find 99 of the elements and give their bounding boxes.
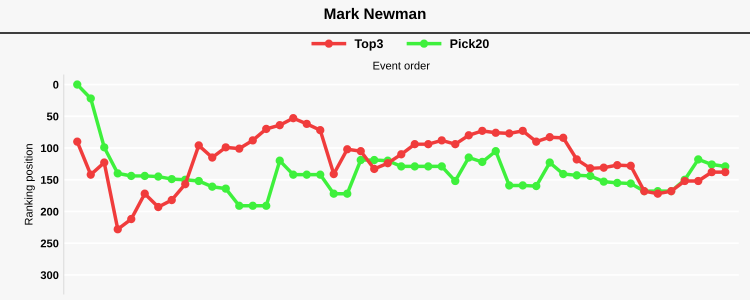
point [356, 156, 365, 164]
point [613, 160, 622, 170]
point [410, 162, 419, 171]
point [154, 172, 162, 181]
point [626, 179, 635, 188]
point [222, 184, 230, 193]
point [289, 114, 298, 122]
y-tick-label: 200 [40, 208, 58, 216]
point [492, 147, 500, 156]
point [208, 153, 216, 162]
point [194, 176, 203, 186]
point [235, 144, 244, 153]
point [694, 155, 702, 164]
point [721, 168, 730, 176]
x-axis-title: Event order [373, 61, 430, 70]
point [86, 170, 95, 179]
point [438, 136, 446, 145]
point [613, 178, 622, 188]
point [140, 190, 149, 198]
legend-label: Pick20 [450, 38, 489, 48]
point [343, 190, 352, 198]
point [302, 120, 311, 128]
point [532, 137, 540, 146]
point [626, 162, 635, 170]
point [478, 158, 486, 166]
point [276, 156, 284, 165]
point [410, 140, 419, 148]
point [600, 177, 608, 186]
point [600, 164, 608, 172]
point [586, 164, 594, 172]
point [330, 190, 338, 198]
y-axis-title: Ranking position [24, 144, 35, 225]
y-tick-label: 0 [53, 80, 58, 89]
point [451, 140, 460, 148]
point [73, 80, 82, 89]
point [114, 225, 122, 234]
point [505, 181, 514, 190]
point [302, 170, 311, 179]
point [248, 202, 257, 210]
point [127, 172, 136, 180]
point [464, 153, 473, 162]
point [708, 160, 716, 169]
y-tick-label: 100 [41, 144, 58, 152]
point [586, 172, 594, 180]
point [518, 181, 527, 190]
point [559, 170, 568, 178]
point [397, 162, 406, 171]
y-tick-label: 50 [46, 112, 58, 120]
point [356, 147, 365, 156]
point [518, 126, 527, 136]
point [572, 171, 581, 180]
point [438, 162, 446, 171]
point [546, 133, 554, 142]
point [168, 196, 176, 204]
y-tick-label: 300 [40, 271, 58, 280]
point [222, 143, 230, 152]
point [262, 124, 270, 134]
point [478, 126, 486, 136]
point [208, 182, 216, 191]
chart-title: Mark Newman [324, 8, 426, 20]
point [572, 155, 581, 164]
point [559, 134, 568, 142]
point [100, 143, 108, 152]
point [397, 150, 406, 159]
point [181, 180, 190, 188]
point [370, 156, 378, 164]
point [100, 158, 108, 167]
y-tick-label: 150 [41, 176, 58, 184]
point [505, 129, 514, 138]
point [384, 159, 392, 168]
point [654, 190, 662, 198]
y-tick-label: 250 [40, 239, 58, 248]
point [276, 120, 284, 130]
point [248, 136, 257, 145]
point [424, 162, 432, 171]
point [262, 202, 270, 210]
point [86, 94, 95, 103]
point [235, 202, 244, 210]
point [127, 214, 136, 224]
point [343, 145, 352, 154]
point [370, 164, 378, 174]
point [140, 172, 149, 180]
point [532, 182, 540, 190]
point [546, 158, 554, 167]
point [451, 176, 460, 186]
point [464, 131, 473, 140]
point [114, 169, 122, 178]
point [316, 170, 324, 179]
point [289, 170, 298, 179]
point [194, 141, 203, 150]
point [73, 137, 82, 146]
point [424, 140, 432, 148]
point [316, 126, 324, 134]
legend-label: Top3 [354, 39, 383, 51]
point [492, 128, 500, 137]
point [708, 168, 716, 176]
point [694, 176, 702, 186]
point [154, 202, 162, 212]
point [168, 174, 176, 184]
